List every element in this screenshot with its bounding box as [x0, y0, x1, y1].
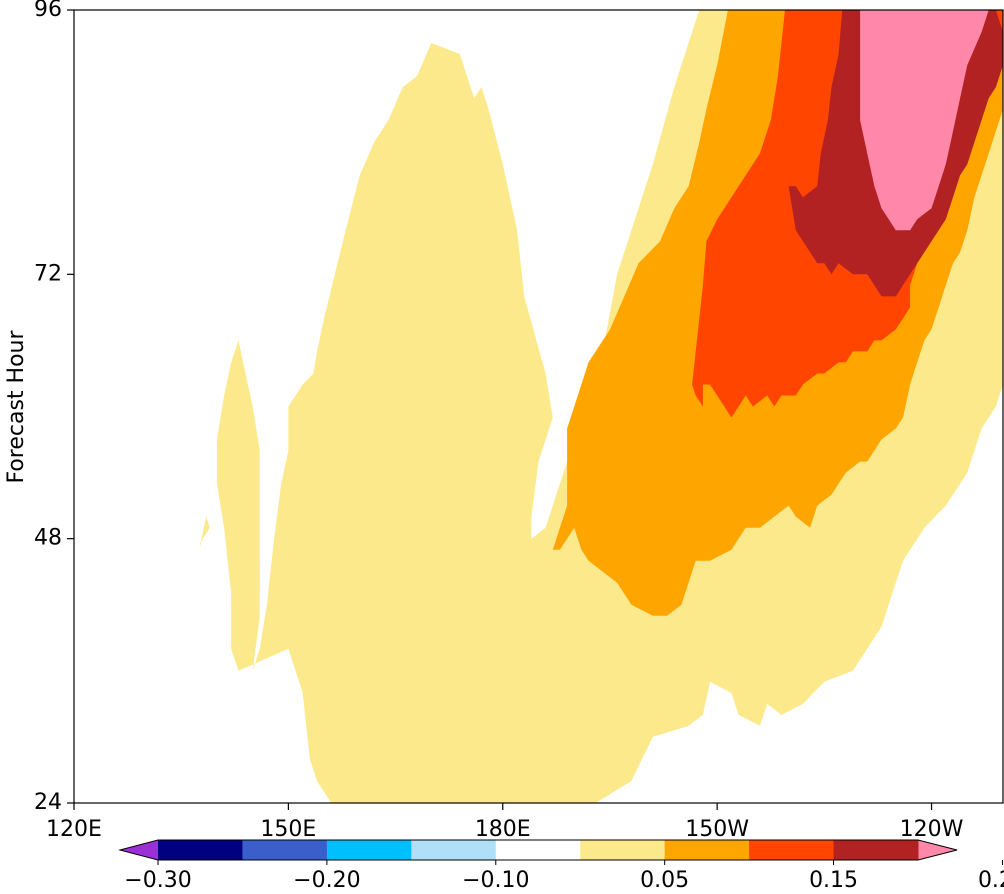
colorbar-swatch	[664, 840, 750, 860]
contour-region-0.05-0.10-6	[388, 428, 392, 440]
y-tick-label: 48	[34, 526, 62, 551]
colorbar-tick-label: 0.05	[640, 868, 689, 893]
colorbar-swatch	[326, 840, 412, 860]
colorbar-extend-low	[120, 840, 158, 860]
colorbar-swatch	[749, 840, 835, 860]
contour-region-0.05-0.10-5	[199, 516, 210, 550]
x-tick-label: 180E	[475, 817, 531, 842]
colorbar-swatch	[495, 840, 581, 860]
y-tick-label: 96	[34, 0, 62, 22]
colorbar-swatch	[580, 840, 666, 860]
plot-frame	[73, 9, 1004, 804]
x-tick-label: 120E	[46, 817, 102, 842]
colorbar-tick-label: −0.10	[462, 868, 529, 893]
colorbar-swatch	[411, 840, 497, 860]
colorbar-tick-label: 0.15	[809, 868, 858, 893]
y-tick-label: 72	[34, 261, 62, 286]
colorbar-swatch	[242, 840, 328, 860]
colorbar: −0.30 −0.20 −0.10 0.05 0.15 0.25	[118, 839, 1004, 893]
y-tick-label: 24	[34, 790, 62, 815]
colorbar-swatch	[833, 840, 919, 860]
y-axis-title: Forecast Hour	[4, 330, 29, 484]
colorbar-swatch	[158, 840, 243, 860]
colorbar-tick-label: −0.20	[293, 868, 360, 893]
plot-area	[199, 10, 1003, 803]
x-tick-label: 150W	[685, 817, 749, 842]
axes: 120E 150E 180E 150W 120W 24 48 72 96	[34, 0, 1004, 842]
colorbar-tick-label: 0.25	[978, 868, 1004, 893]
x-tick-label: 150E	[260, 817, 316, 842]
colorbar-tick-label: −0.30	[124, 868, 191, 893]
x-tick-label: 120W	[900, 817, 964, 842]
contour-region--0.25-4	[860, 10, 989, 231]
colorbar-extend-high	[918, 840, 957, 860]
